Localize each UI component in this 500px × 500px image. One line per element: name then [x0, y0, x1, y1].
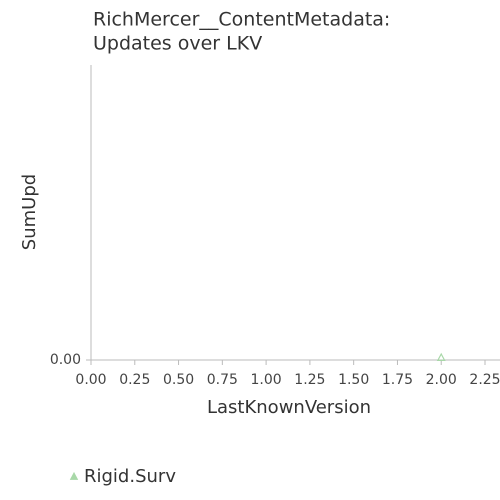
x-axis-label: LastKnownVersion [207, 397, 371, 418]
x-tick-label: 0.75 [207, 372, 238, 388]
x-tick-label: 1.25 [294, 372, 325, 388]
x-tick-label: 1.75 [382, 372, 413, 388]
x-tick-label: 1.50 [338, 372, 369, 388]
x-tick-label: 2.00 [426, 372, 457, 388]
legend-label: Rigid.Surv [84, 466, 176, 487]
legend-marker [69, 471, 79, 480]
x-tick-label: 1.00 [251, 372, 282, 388]
x-tick-label: 2.25 [469, 372, 500, 388]
chart-title: Updates over LKV [93, 33, 262, 55]
x-tick-label: 0.25 [119, 372, 150, 388]
x-tick-label: 0.00 [75, 372, 106, 388]
chart-title: RichMercer__ContentMetadata: [93, 9, 390, 31]
y-axis-label: SumUpd [19, 174, 40, 250]
point [436, 352, 446, 361]
x-tick-label: 0.50 [163, 372, 194, 388]
y-tick-label: 0.00 [50, 352, 81, 368]
